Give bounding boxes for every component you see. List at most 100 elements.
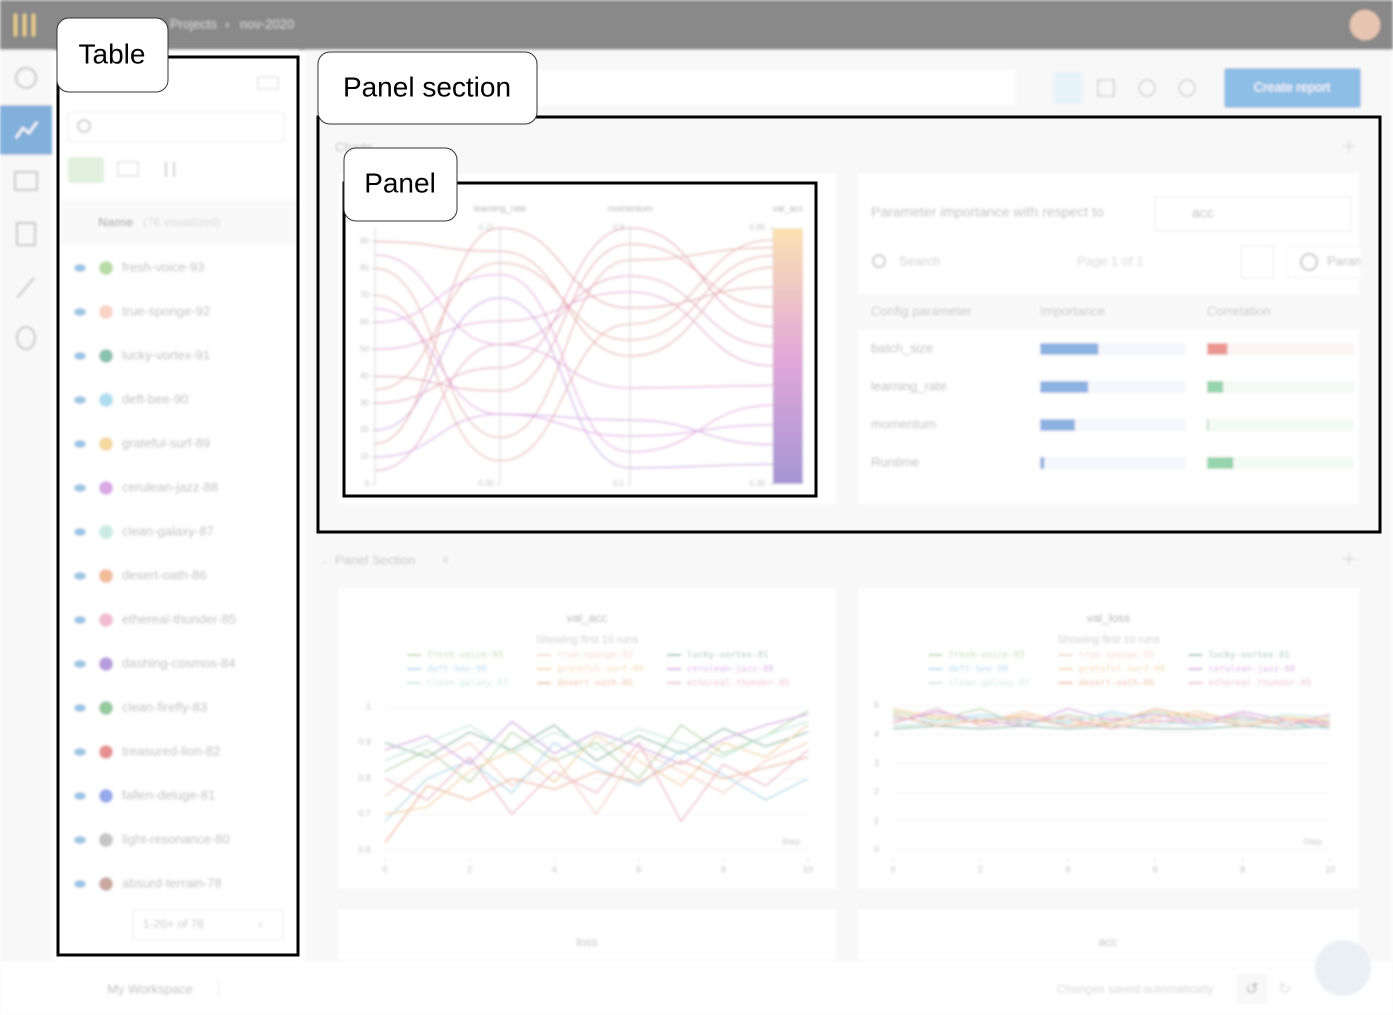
correlation-bar bbox=[1207, 343, 1228, 355]
page-label: Page 1 of 1 bbox=[1077, 253, 1144, 268]
column-header[interactable]: Correlation bbox=[1207, 303, 1271, 318]
visibility-toggle[interactable] bbox=[74, 572, 86, 580]
config-parameter: batch_size bbox=[871, 340, 933, 355]
run-name[interactable]: dashing-cosmos-84 bbox=[122, 655, 235, 670]
legend-label: true-sponge-92 bbox=[1079, 651, 1155, 661]
params-button[interactable]: Parameters bbox=[1287, 246, 1393, 278]
legend-label: fresh-voice-93 bbox=[427, 651, 503, 661]
legend-label: true-sponge-92 bbox=[557, 651, 633, 661]
parallel-line bbox=[374, 254, 774, 389]
visibility-toggle[interactable] bbox=[74, 792, 86, 800]
axis-tick-label: 30 bbox=[360, 398, 369, 407]
visibility-toggle[interactable] bbox=[74, 484, 86, 492]
correlation-bar bbox=[1207, 419, 1209, 431]
axis-name: momentum bbox=[607, 203, 652, 213]
avatar[interactable] bbox=[1350, 10, 1380, 40]
breadcrumb-item[interactable]: Projects bbox=[170, 16, 217, 31]
collapse-button[interactable] bbox=[257, 76, 279, 90]
x-tick-label: 4 bbox=[552, 864, 557, 874]
filter-button[interactable] bbox=[68, 157, 104, 183]
column-name[interactable]: Name bbox=[98, 214, 133, 229]
visibility-toggle[interactable] bbox=[74, 352, 86, 360]
run-name[interactable]: desert-oath-86 bbox=[122, 567, 207, 582]
rail-icons[interactable] bbox=[14, 67, 38, 350]
column-header[interactable]: Config parameter bbox=[871, 303, 972, 318]
view-button[interactable] bbox=[1053, 72, 1083, 104]
panel-title: acc bbox=[1099, 935, 1118, 949]
redo-button[interactable]: ↻ bbox=[1278, 981, 1291, 998]
run-color bbox=[99, 349, 113, 363]
axis-tick-label: 20 bbox=[360, 425, 369, 434]
metric-select[interactable] bbox=[1154, 196, 1352, 232]
annotation-label: Panel section bbox=[343, 71, 511, 102]
visibility-toggle[interactable] bbox=[74, 616, 86, 624]
visibility-toggle[interactable] bbox=[74, 748, 86, 756]
run-name[interactable]: deft-bee-90 bbox=[122, 391, 189, 406]
run-name[interactable]: clean-galaxy-87 bbox=[122, 523, 214, 538]
parallel-line bbox=[374, 254, 774, 391]
run-name[interactable]: fallen-deluge-81 bbox=[122, 787, 215, 802]
sort-button[interactable] bbox=[165, 162, 175, 177]
run-name[interactable]: grateful-surf-89 bbox=[122, 435, 210, 450]
workspace[interactable]: My Workspace bbox=[107, 981, 193, 996]
chat-button[interactable] bbox=[1315, 940, 1371, 996]
add-panel[interactable]: + bbox=[1341, 544, 1356, 574]
run-name[interactable]: ethereal-thunder-85 bbox=[122, 611, 236, 626]
visibility-toggle[interactable] bbox=[74, 528, 86, 536]
run-name[interactable]: light-resonance-80 bbox=[122, 831, 230, 846]
axis-tick-label: 80 bbox=[360, 264, 369, 273]
label-box bbox=[343, 147, 458, 222]
run-color bbox=[99, 261, 113, 275]
panel bbox=[336, 171, 838, 506]
run-color bbox=[99, 745, 113, 759]
undo-button[interactable] bbox=[1237, 974, 1267, 1004]
importance-search[interactable]: Search bbox=[899, 253, 940, 268]
visibility-toggle[interactable] bbox=[74, 660, 86, 668]
legend-label: clean-galaxy-87 bbox=[949, 679, 1030, 689]
visibility-toggle[interactable] bbox=[74, 440, 86, 448]
run-name[interactable]: fresh-voice-93 bbox=[122, 259, 204, 274]
top-bar bbox=[0, 0, 1393, 50]
correlation-track bbox=[1207, 419, 1354, 431]
search-box[interactable] bbox=[67, 111, 285, 143]
collapse-caret[interactable]: ⌄ bbox=[320, 553, 330, 567]
visibility-toggle[interactable] bbox=[74, 880, 86, 888]
importance-bar bbox=[1040, 343, 1099, 355]
visibility-toggle[interactable] bbox=[74, 836, 86, 844]
next-page[interactable]: › bbox=[258, 916, 263, 932]
run-name[interactable]: cerulean-jazz-88 bbox=[122, 479, 218, 494]
toolbar-icons[interactable] bbox=[1097, 79, 1196, 97]
run-color bbox=[99, 305, 113, 319]
footer bbox=[0, 959, 1393, 1015]
runs-list: fresh-voice-93 true-sponge-92 lucky-vortex… bbox=[74, 259, 236, 891]
run-name[interactable]: absurd-terrain-78 bbox=[122, 875, 222, 890]
grid-button[interactable] bbox=[1240, 245, 1274, 279]
visibility-toggle[interactable] bbox=[74, 704, 86, 712]
y-tick-label: 5 bbox=[874, 700, 879, 710]
y-tick-label: 0 bbox=[874, 844, 879, 854]
breadcrumb-item[interactable]: nov-2020 bbox=[240, 16, 294, 31]
run-name[interactable]: true-sponge-92 bbox=[122, 303, 210, 318]
importance-bar bbox=[1040, 419, 1076, 431]
section-title[interactable]: Panel Section bbox=[335, 552, 415, 567]
visibility-toggle[interactable] bbox=[74, 396, 86, 404]
group-button[interactable] bbox=[117, 161, 139, 177]
workspace-menu[interactable]: ⋮ bbox=[212, 981, 226, 997]
save-status: Changes saved automatically bbox=[1057, 982, 1214, 996]
table-header bbox=[60, 200, 298, 245]
run-name[interactable]: clean-firefly-83 bbox=[122, 699, 207, 714]
parallel-line bbox=[374, 308, 774, 437]
column-header[interactable]: Importance bbox=[1040, 303, 1105, 318]
series-line bbox=[384, 741, 809, 823]
add-panel[interactable]: + bbox=[1341, 131, 1356, 161]
run-name[interactable]: lucky-vortex-91 bbox=[122, 347, 210, 362]
parallel-coordinates: 0 10 20 30 40 50 60 70 80 90 learning_rate 0.00 0.11… bbox=[360, 203, 804, 488]
y-tick-label: 2 bbox=[874, 787, 879, 797]
legend-label: cerulean-jazz-88 bbox=[1209, 665, 1296, 675]
run-name[interactable]: treasured-lion-82 bbox=[122, 743, 220, 758]
visibility-toggle[interactable] bbox=[74, 308, 86, 316]
create-report-button[interactable] bbox=[1224, 68, 1361, 108]
series-line bbox=[384, 724, 809, 816]
visibility-toggle[interactable] bbox=[74, 264, 86, 272]
